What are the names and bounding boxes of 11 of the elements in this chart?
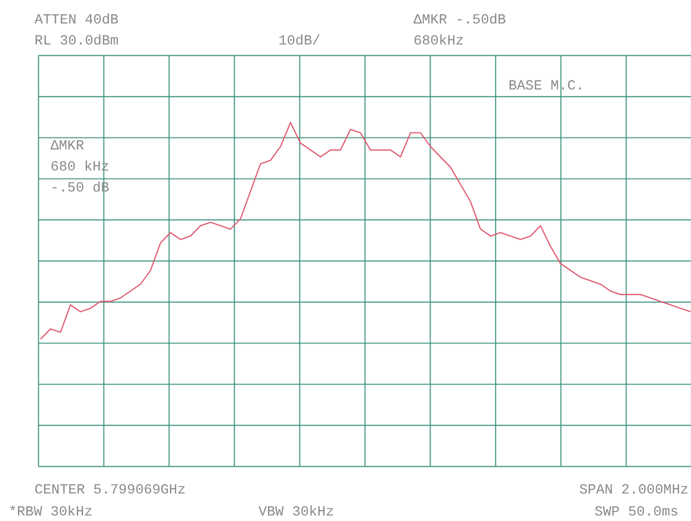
text: VBW 30kHz	[258, 504, 334, 520]
text: ΔMKR -.50dB	[414, 12, 506, 28]
text: 680kHz	[414, 34, 464, 50]
annotation: ΔMKR	[50, 138, 85, 154]
text: ATTEN 40dB	[34, 12, 119, 28]
text: *RBW 30kHz	[8, 504, 93, 520]
text: SWP 50.0ms	[594, 504, 678, 520]
text: 10dB/	[278, 34, 321, 50]
text: CENTER 5.799069GHz	[34, 482, 186, 498]
text: SPAN 2.000MHz	[579, 482, 688, 498]
text: RL 30.0dBm	[34, 34, 119, 50]
